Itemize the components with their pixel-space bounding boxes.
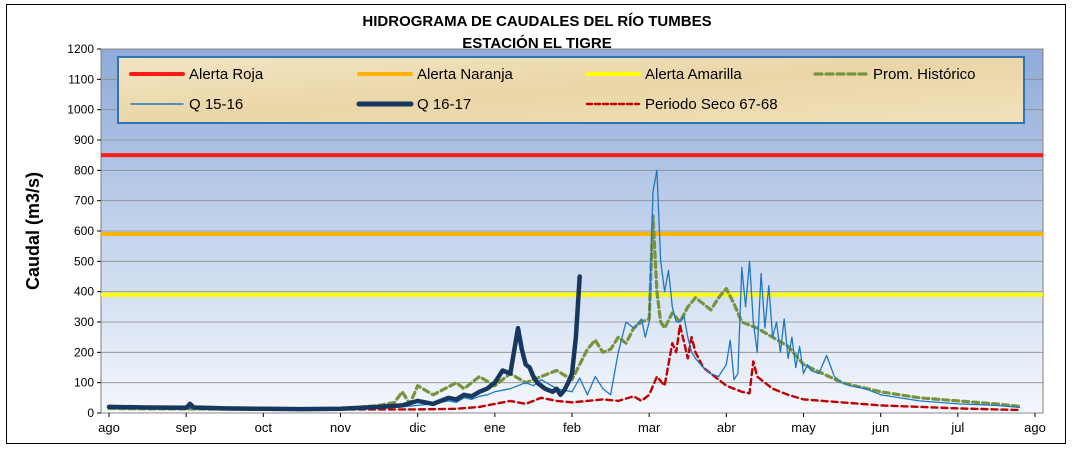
y-tick-label: 600	[74, 224, 94, 238]
legend-label-3: Prom. Histórico	[873, 66, 976, 83]
legend-label-5: Q 16-17	[417, 96, 471, 113]
legend-label-1: Alerta Naranja	[417, 66, 514, 83]
legend-items: Alerta Roja Alerta Naranja Alerta Amarilla…	[129, 66, 976, 113]
x-axis: ago sep oct nov dic ene feb mar abr may jun jul ago	[98, 413, 1046, 435]
y-axis: 0 100 200 300 400 500 600 700 800 900 1000 1100 1200	[67, 42, 101, 420]
y-tick-label: 400	[74, 285, 94, 299]
chart-title: HIDROGRAMA DE CAUDALES DEL RÍO TUMBES	[362, 13, 711, 30]
y-tick-label: 300	[74, 315, 94, 329]
x-tick-label-12: ago	[1024, 420, 1046, 435]
series-line-3	[107, 323, 1021, 412]
x-tick-label-11: jul	[950, 420, 964, 435]
legend: Alerta Roja Alerta Naranja Alerta Amarilla…	[117, 56, 1025, 124]
x-tick-label-9: may	[791, 420, 816, 435]
x-tick-label-5: ene	[484, 420, 506, 435]
y-tick-label: 700	[74, 194, 94, 208]
x-tick-label-2: oct	[255, 420, 273, 435]
threshold-lines	[101, 153, 1043, 297]
series-line-2	[106, 274, 582, 412]
y-tick-label: 900	[74, 133, 94, 147]
series-lines	[106, 169, 1022, 412]
legend-label-4: Q 15-16	[189, 96, 243, 113]
x-tick-label-0: ago	[98, 420, 120, 435]
legend-label-0: Alerta Roja	[189, 66, 264, 83]
series-line-1	[108, 169, 1021, 411]
y-tick-label: 800	[74, 163, 94, 177]
chart-frame: HIDROGRAMA DE CAUDALES DEL RÍO TUMBES ES…	[6, 4, 1066, 444]
x-tick-label-10: jun	[871, 420, 889, 435]
y-tick-label: 1100	[68, 72, 94, 86]
hydrograph-chart: HIDROGRAMA DE CAUDALES DEL RÍO TUMBES ES…	[23, 13, 1046, 435]
x-tick-label-8: abr	[717, 420, 736, 435]
x-tick-label-1: sep	[176, 420, 197, 435]
chart-subtitle: ESTACIÓN EL TIGRE	[462, 34, 611, 52]
y-axis-label: Caudal (m3/s)	[23, 172, 43, 290]
series-line-0	[107, 214, 1022, 411]
x-tick-label-4: dic	[409, 420, 426, 435]
legend-label-6: Periodo Seco 67-68	[645, 96, 778, 113]
y-tick-label: 0	[87, 406, 94, 420]
legend-box	[117, 56, 1025, 124]
y-tick-label: 1200	[67, 42, 94, 56]
y-tick-label: 500	[74, 254, 94, 268]
legend-label-2: Alerta Amarilla	[645, 66, 742, 83]
y-tick-label: 200	[74, 345, 94, 359]
x-tick-label-7: mar	[638, 420, 661, 435]
x-tick-label-6: feb	[563, 420, 581, 435]
y-tick-label: 100	[74, 376, 94, 390]
y-tick-label: 1000	[67, 103, 94, 117]
x-tick-label-3: nov	[330, 420, 351, 435]
